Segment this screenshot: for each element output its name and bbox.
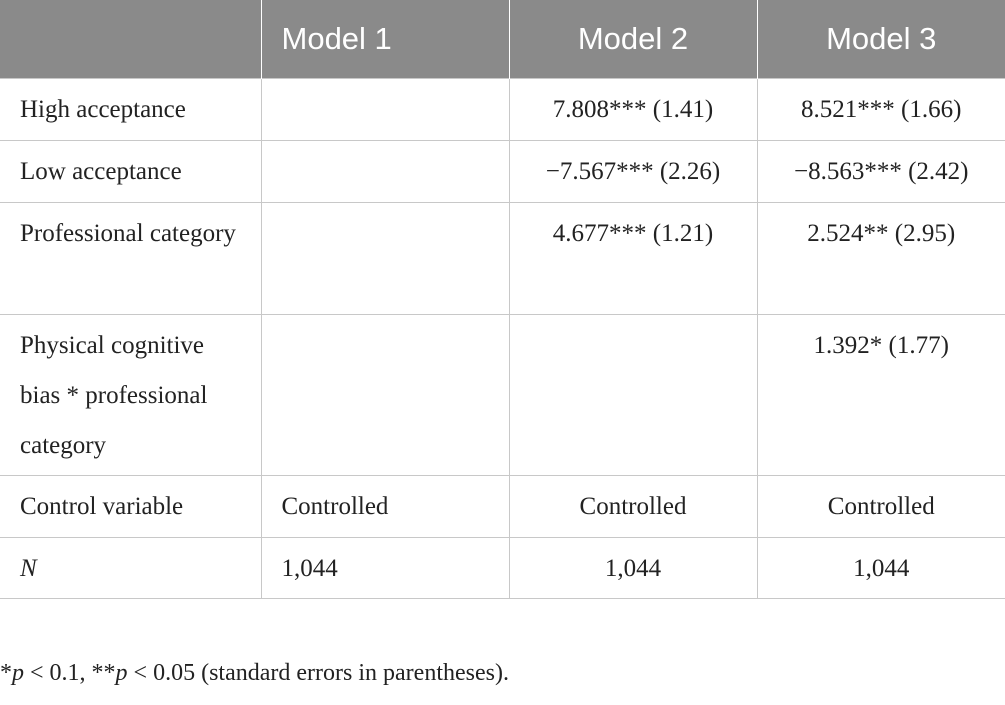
cell: Controlled	[260, 475, 510, 538]
cell: 8.521*** (1.66)	[756, 78, 1005, 141]
cell	[260, 78, 510, 141]
cell: Controlled	[756, 475, 1005, 538]
cell: 1,044	[756, 537, 1005, 599]
cell: 2.524** (2.95)	[756, 202, 1005, 315]
row-label: Low acceptance	[0, 140, 262, 203]
cell: 7.808*** (1.41)	[508, 78, 758, 141]
cell: −7.567*** (2.26)	[508, 140, 758, 203]
cell	[508, 314, 758, 476]
table-row: Professional category 4.677*** (1.21) 2.52…	[0, 202, 1005, 315]
row-label: Professional category	[0, 202, 262, 315]
header-row: Model 1 Model 2 Model 3	[0, 0, 1005, 79]
table-row: N 1,044 1,044 1,044	[0, 537, 1005, 599]
footnote-part: p	[12, 660, 24, 686]
table-row: Low acceptance −7.567*** (2.26) −8.563*** …	[0, 140, 1005, 203]
cell: 1.392* (1.77)	[756, 314, 1005, 476]
cell: −8.563*** (2.42)	[756, 140, 1005, 203]
cell: 1,044	[508, 537, 758, 599]
row-label: N	[0, 537, 262, 599]
results-table: Model 1 Model 2 Model 3 High acceptance 7.8…	[0, 0, 1005, 599]
row-label: Control variable	[0, 475, 262, 538]
cell	[260, 140, 510, 203]
header-cell: Model 2	[509, 0, 758, 79]
table-body: High acceptance 7.808*** (1.41) 8.521*** (…	[0, 78, 1005, 599]
row-label: Physical cognitive bias * professional c…	[0, 314, 262, 476]
footnote-part: p	[115, 660, 128, 686]
table-row: High acceptance 7.808*** (1.41) 8.521*** (…	[0, 78, 1005, 141]
row-label: High acceptance	[0, 78, 262, 141]
header-cell: Model 1	[261, 0, 510, 79]
cell: 1,044	[260, 537, 510, 599]
table-row: Physical cognitive bias * professional c…	[0, 314, 1005, 476]
footnote-part: < 0.1, **	[24, 660, 116, 686]
header-cell	[0, 0, 262, 79]
cell	[260, 202, 510, 315]
cell: 4.677*** (1.21)	[508, 202, 758, 315]
footnote: *p < 0.1, **p < 0.05 (standard errors in…	[0, 660, 509, 687]
footnote-part: < 0.05 (standard errors in parentheses).	[127, 660, 509, 686]
cell: Controlled	[508, 475, 758, 538]
table-row: Control variable Controlled Controlled Cont…	[0, 475, 1005, 538]
footnote-part: *	[0, 660, 12, 686]
cell	[260, 314, 510, 476]
header-cell: Model 3	[757, 0, 1005, 79]
